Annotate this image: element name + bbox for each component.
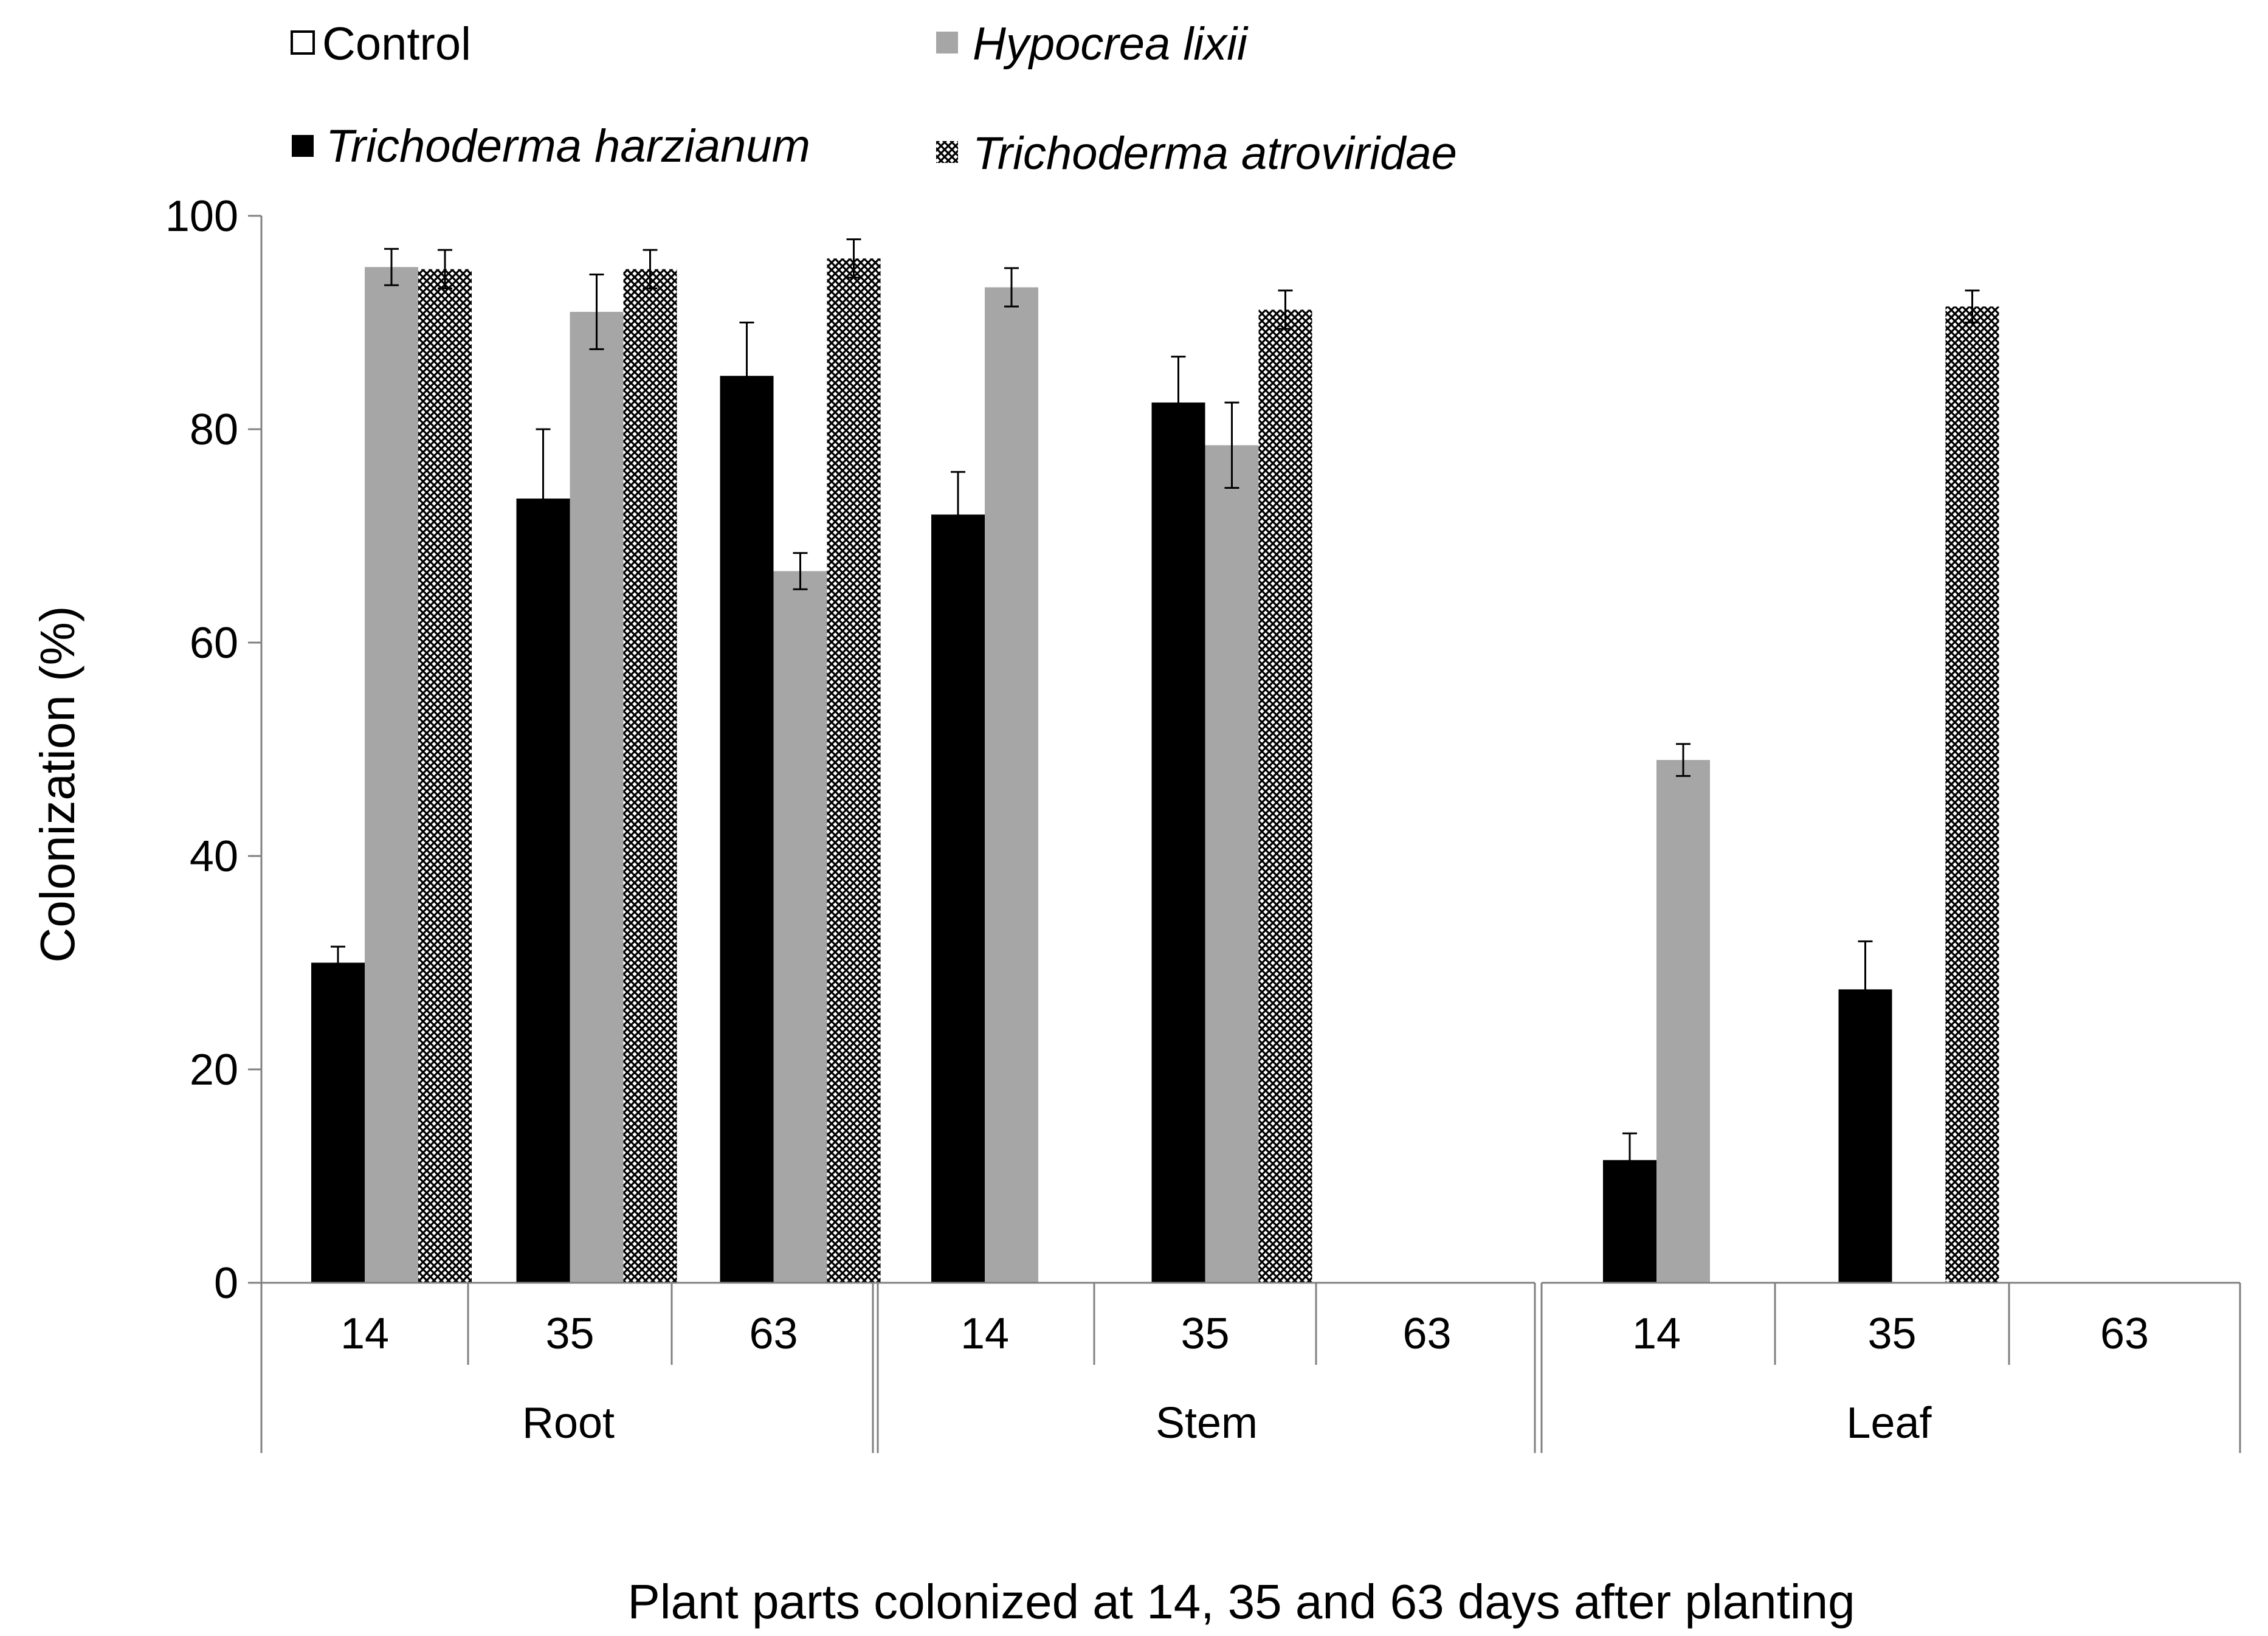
- y-axis: 0 20 40 60 80 100: [165, 192, 263, 1308]
- bar: [365, 267, 418, 1283]
- y-tick-label: 80: [190, 406, 238, 454]
- legend-item-control: Control: [291, 18, 471, 70]
- legend-label-trichoderma-atroviridae: Trichoderma atroviridae: [973, 128, 1457, 179]
- legend: Control Hypocrea lixii Trichoderma harzi…: [291, 18, 1457, 179]
- bars: [311, 258, 1999, 1283]
- error-bars: [331, 238, 1980, 1188]
- bar: [773, 571, 827, 1283]
- x-tick-label: 35: [545, 1310, 594, 1358]
- bar: [827, 258, 881, 1283]
- legend-label-trichoderma-harzianum: Trichoderma harzianum: [326, 120, 810, 172]
- legend-label-hypocrea-lixii: Hypocrea lixii: [973, 18, 1249, 70]
- legend-swatch-hypocrea-lixii: [936, 32, 958, 53]
- y-tick-label: 20: [190, 1046, 238, 1094]
- y-axis-title: Colonization (%): [30, 606, 84, 963]
- legend-swatch-control: [291, 30, 315, 55]
- bar: [570, 311, 624, 1283]
- x-group-label: Stem: [1156, 1399, 1258, 1448]
- bar: [720, 376, 774, 1283]
- bar: [418, 269, 472, 1283]
- x-tick-label: 63: [749, 1310, 798, 1358]
- x-tick-label: 14: [1632, 1310, 1681, 1358]
- bar: [1205, 445, 1259, 1283]
- x-tick-label: 35: [1867, 1310, 1916, 1358]
- legend-item-trichoderma-atroviridae: Trichoderma atroviridae: [936, 128, 1457, 179]
- x-tick-label: 35: [1181, 1310, 1229, 1358]
- bar: [1151, 402, 1205, 1283]
- x-axis-title: Plant parts colonized at 14, 35 and 63 d…: [627, 1575, 1855, 1629]
- bar: [985, 287, 1038, 1283]
- bar: [1258, 309, 1312, 1283]
- y-tick-label: 0: [214, 1259, 238, 1308]
- bar: [623, 269, 677, 1283]
- x-tick-label: 63: [1402, 1310, 1451, 1358]
- bar: [1945, 306, 1999, 1283]
- legend-item-hypocrea-lixii: Hypocrea lixii: [936, 18, 1249, 70]
- bar: [516, 499, 570, 1283]
- bar: [931, 514, 985, 1283]
- x-tick-label: 14: [340, 1310, 389, 1358]
- legend-swatch-trichoderma-harzianum: [292, 135, 314, 157]
- x-group-label: Root: [522, 1399, 615, 1448]
- legend-swatch-trichoderma-atroviridae: [936, 141, 958, 163]
- x-tick-label: 63: [2100, 1310, 2149, 1358]
- bar: [311, 962, 365, 1283]
- bar: [1656, 760, 1710, 1283]
- x-tick-label: 14: [960, 1310, 1009, 1358]
- legend-label-control: Control: [322, 18, 471, 70]
- y-tick-label: 100: [165, 192, 238, 241]
- y-tick-label: 60: [190, 619, 238, 668]
- x-group-label: Leaf: [1846, 1399, 1932, 1448]
- x-axis: 14 35 63 Root 14 35 63 Stem 14 35 63 Leaf: [260, 1282, 2241, 1453]
- legend-item-trichoderma-harzianum: Trichoderma harzianum: [292, 120, 810, 172]
- y-tick-label: 40: [190, 832, 238, 881]
